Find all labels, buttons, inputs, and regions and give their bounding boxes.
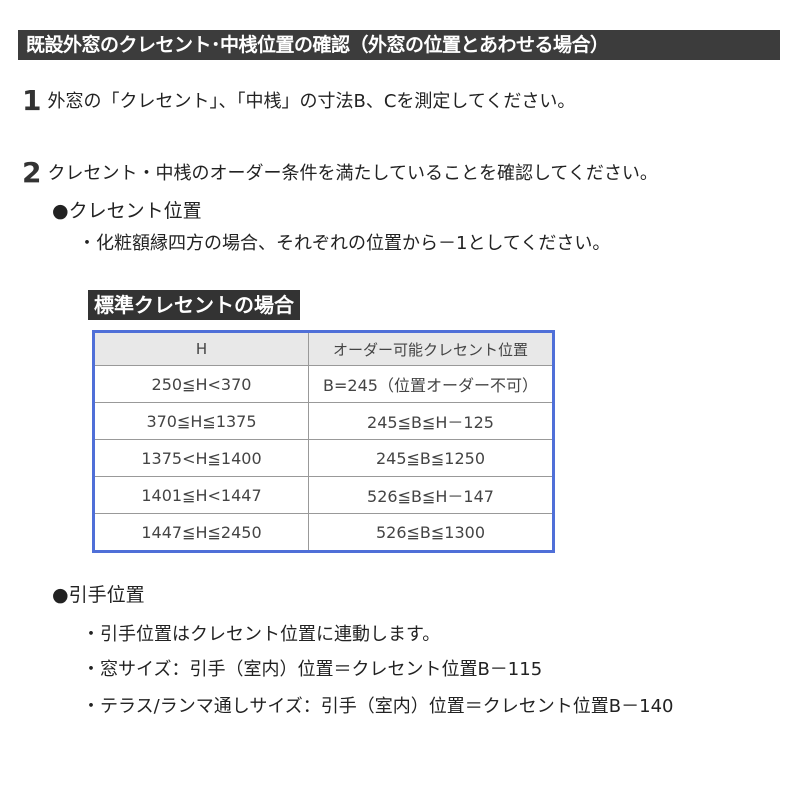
table-row: 1401≦H<1447 526≦B≦H－147: [93, 476, 554, 514]
cell: 245≦B≦H－125: [308, 402, 554, 440]
handle-item: ・テラス/ランマ通しサイズ：引手（室内）位置＝クレセント位置B－140: [82, 696, 674, 717]
crescent-table: H オーダー可能クレセント位置 250≦H<370 B=245（位置オーダー不可） …: [92, 330, 555, 553]
cell: 1447≦H≦2450: [93, 513, 309, 552]
section-title: 既設外窓のクレセント･中桟位置の確認（外窓の位置とあわせる場合）: [18, 30, 780, 60]
table-row: 250≦H<370 B=245（位置オーダー不可）: [93, 365, 554, 403]
table-header-row: H オーダー可能クレセント位置: [93, 331, 554, 366]
step-2: 2 クレセント・中桟のオーダー条件を満たしていることを確認してください。: [22, 159, 658, 187]
step-1: 1 外窓の「クレセント」、「中桟」の寸法B、Cを測定してください。: [22, 87, 576, 115]
cell: 1375<H≦1400: [93, 439, 309, 477]
cell: 1401≦H<1447: [93, 476, 309, 514]
crescent-heading: ●クレセント位置: [52, 200, 202, 222]
cell: 526≦B≦1300: [308, 513, 554, 552]
crescent-note: ・化粧額縁四方の場合、それぞれの位置から－1としてください。: [78, 233, 611, 254]
cell: 526≦B≦H－147: [308, 476, 554, 514]
table-row: 370≦H≦1375 245≦B≦H－125: [93, 402, 554, 440]
table-row: 1375<H≦1400 245≦B≦1250: [93, 439, 554, 477]
header-h: H: [93, 331, 309, 366]
step-number: 2: [22, 156, 42, 189]
header-position: オーダー可能クレセント位置: [308, 331, 554, 366]
handle-item: ・窓サイズ：引手（室内）位置＝クレセント位置B－115: [82, 659, 543, 680]
table-title: 標準クレセントの場合: [88, 290, 300, 320]
step-text: クレセント・中桟のオーダー条件を満たしていることを確認してください。: [47, 163, 658, 184]
cell: B=245（位置オーダー不可）: [308, 365, 554, 403]
table-row: 1447≦H≦2450 526≦B≦1300: [93, 513, 554, 552]
cell: 250≦H<370: [93, 365, 309, 403]
handle-item: ・引手位置はクレセント位置に連動します。: [82, 624, 441, 645]
step-text: 外窓の「クレセント」、「中桟」の寸法B、Cを測定してください。: [47, 91, 576, 112]
step-number: 1: [22, 84, 42, 117]
cell: 245≦B≦1250: [308, 439, 554, 477]
cell: 370≦H≦1375: [93, 402, 309, 440]
handle-heading: ●引手位置: [52, 584, 145, 606]
